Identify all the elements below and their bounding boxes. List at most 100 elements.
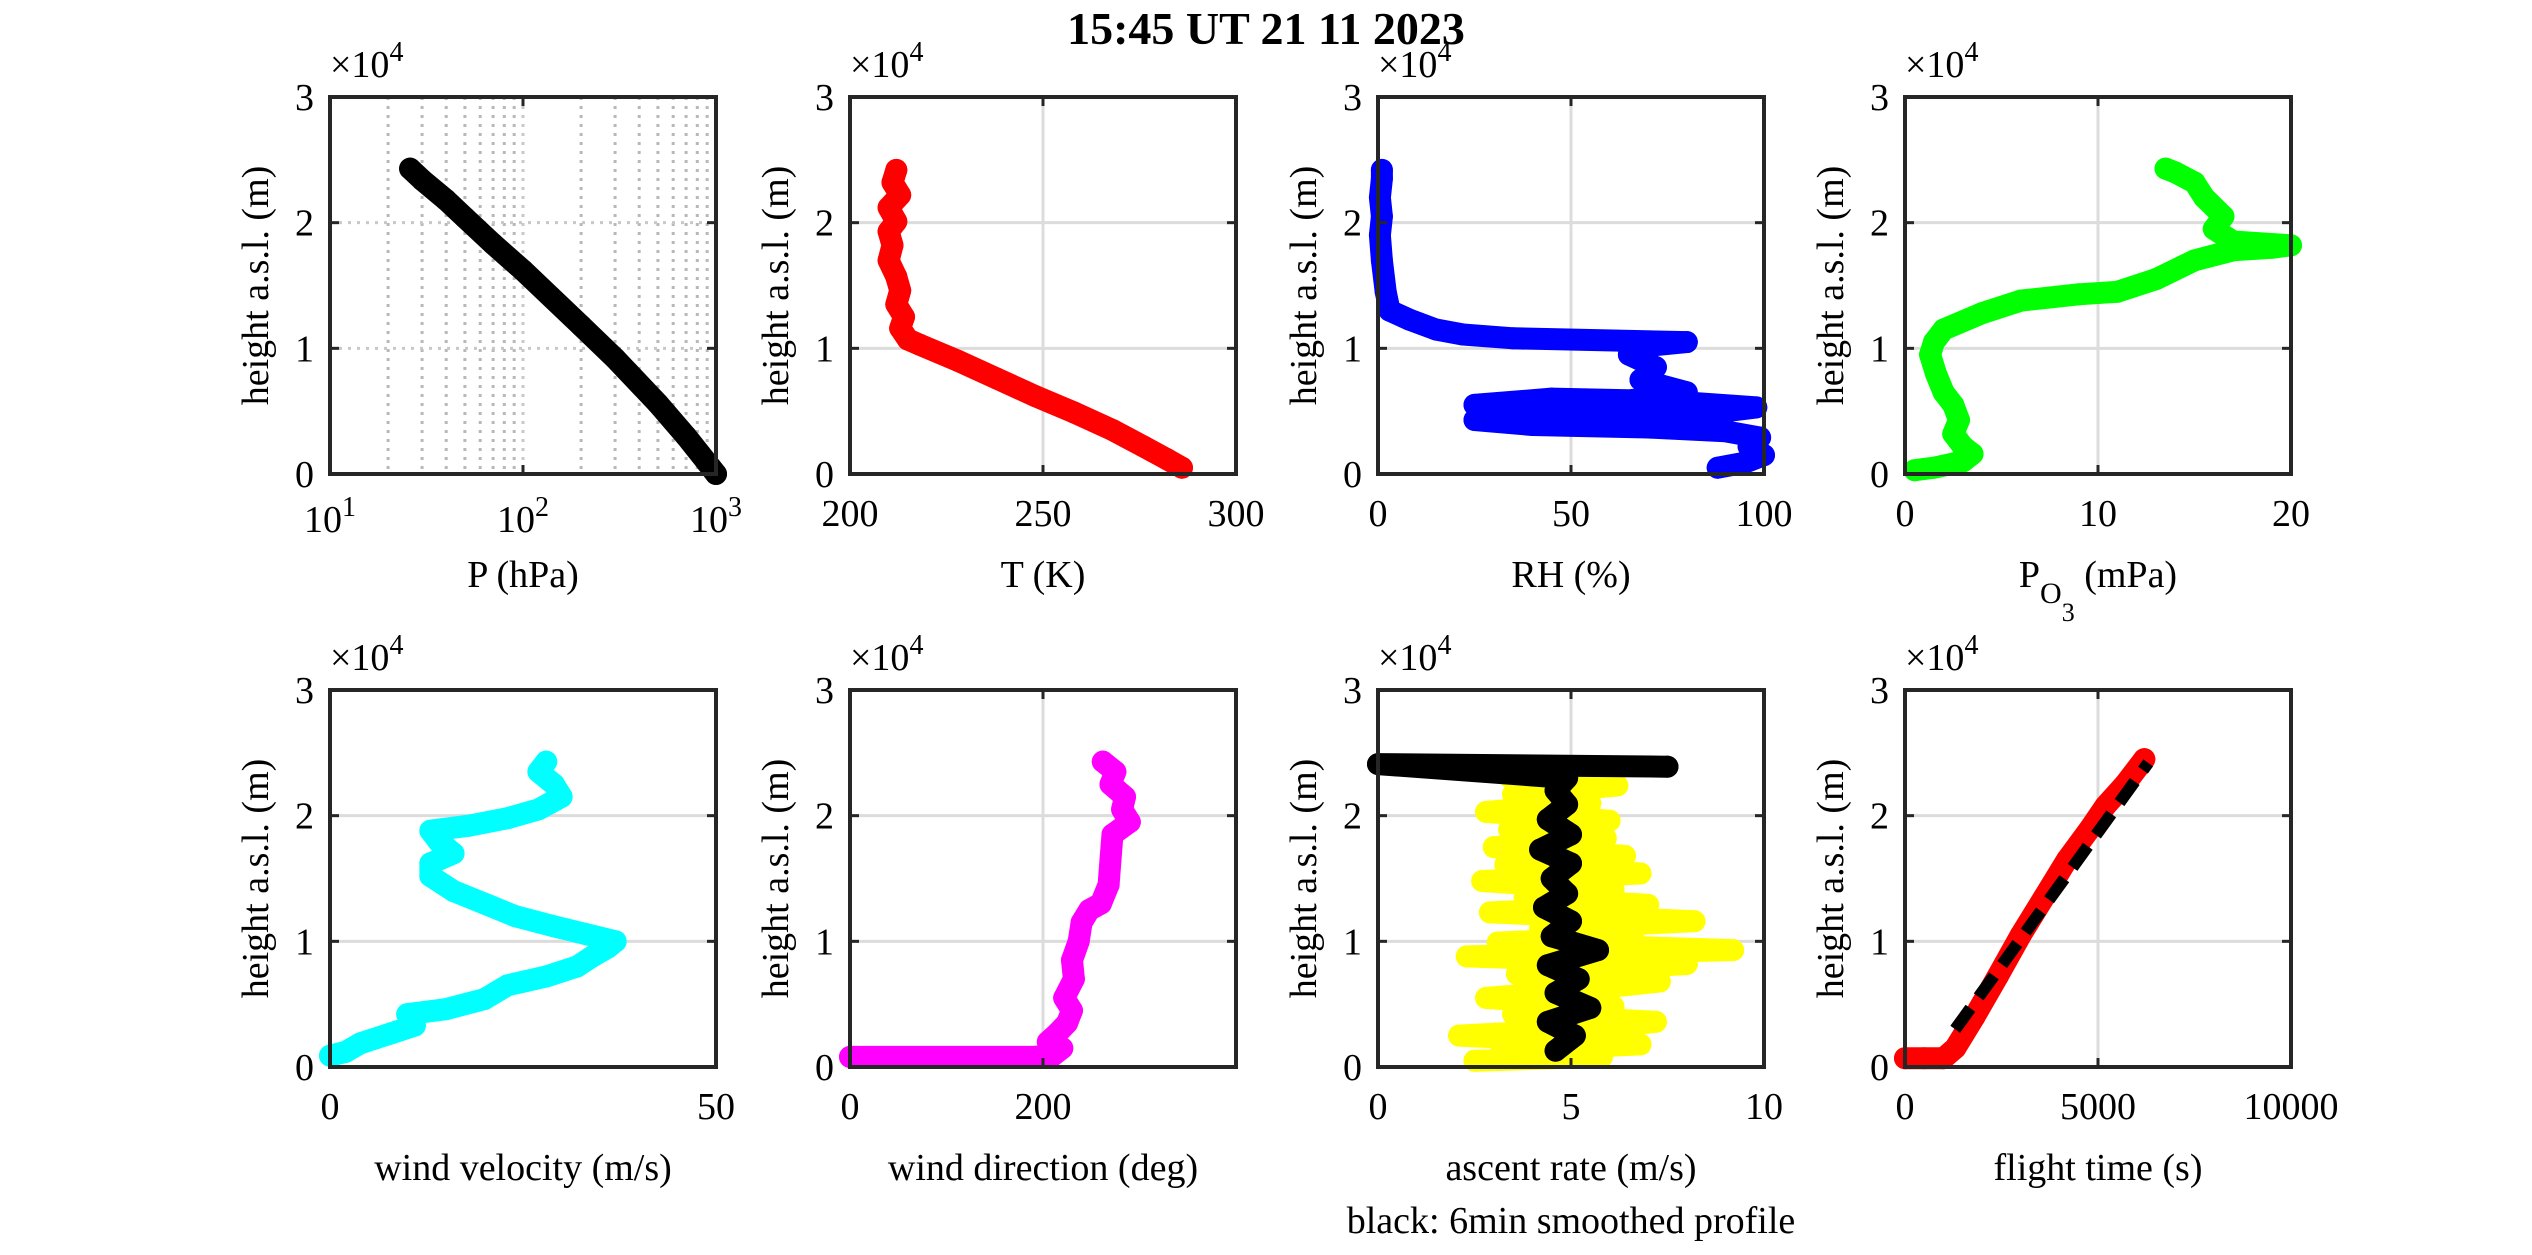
x-tick-label: 10: [2079, 493, 2117, 535]
y-exponent-label: ×104: [1378, 37, 1451, 86]
y-axis-label: height a.s.l. (m): [235, 166, 277, 406]
data-point: [2212, 205, 2235, 228]
data-point: [1656, 390, 1679, 413]
x-tick-label: 50: [697, 1086, 735, 1128]
xlabel-subsub: 3: [2062, 598, 2075, 627]
data-point: [396, 1003, 419, 1026]
data-point: [2094, 794, 2117, 817]
data-point: [1590, 1045, 1613, 1068]
x-tick-label: 0: [1369, 493, 1388, 535]
data-point: [1714, 420, 1737, 443]
data-point: [1675, 331, 1698, 354]
data-point: [1424, 318, 1447, 341]
data-point: [535, 965, 558, 988]
exponent-base: ×10: [1905, 44, 1964, 86]
exponent-power: 4: [1964, 630, 1978, 661]
exponent-base: ×10: [330, 637, 389, 679]
data-point: [2154, 157, 2177, 180]
data-point: [1532, 896, 1555, 919]
data-point: [1475, 800, 1498, 823]
y-tick-label: 0: [815, 1047, 834, 1089]
x-tick-label: 0: [321, 1086, 340, 1128]
tick-base: 10: [304, 499, 342, 541]
y-tick-label: 2: [815, 796, 834, 838]
data-point: [1536, 808, 1559, 831]
data-point: [1490, 1039, 1513, 1062]
xlabel-sub: O: [2040, 577, 2062, 610]
series-line: [319, 750, 627, 1067]
data-point: [1944, 1037, 1967, 1060]
x-axis-label: RH (%): [1511, 554, 1630, 596]
x-tick-label: 10000: [2244, 1086, 2339, 1128]
data-point: [1579, 996, 1602, 1019]
y-tick-label: 3: [295, 670, 314, 712]
data-point: [453, 206, 476, 229]
data-point: [1556, 766, 1579, 789]
y-axis-label: height a.s.l. (m): [1283, 759, 1325, 999]
data-point: [1097, 873, 1120, 896]
y-exponent-label: ×104: [850, 37, 923, 86]
data-point: [885, 158, 908, 181]
x-tick-label: 5: [1562, 1086, 1581, 1128]
y-tick-label: 1: [815, 328, 834, 370]
tick-base: 10: [690, 499, 728, 541]
data-point: [1932, 381, 1955, 404]
data-point: [1722, 939, 1745, 962]
data-point: [1971, 302, 1994, 325]
y-tick-label: 0: [1870, 1047, 1889, 1089]
data-point: [527, 798, 550, 821]
data-point: [1478, 901, 1501, 924]
plot-relative-humidity: 0 50 100 0 1 2 3 ×104 RH (%) height a.s.l. (m): [1283, 37, 1793, 596]
data-point: [349, 1032, 372, 1055]
data-point: [1155, 447, 1178, 470]
data-point: [1062, 401, 1085, 424]
data-point: [1563, 1024, 1586, 1047]
data-point: [1637, 416, 1660, 439]
data-point: [457, 814, 480, 837]
data-point: [504, 905, 527, 928]
exponent-power: 4: [389, 37, 403, 68]
data-point: [935, 1045, 958, 1068]
data-point: [1099, 848, 1122, 871]
tick-exponent: 1: [342, 492, 356, 523]
series-line: [877, 158, 1193, 479]
y-axis-label: height a.s.l. (m): [1283, 166, 1325, 406]
y-exponent-label: ×104: [330, 37, 403, 86]
data-point: [1560, 823, 1582, 846]
data-point: [1594, 827, 1617, 850]
y-axis-label: height a.s.l. (m): [235, 759, 277, 999]
data-point: [399, 157, 422, 180]
data-point: [1579, 792, 1602, 815]
data-point: [1502, 1003, 1525, 1026]
data-point: [604, 930, 627, 953]
y-tick-label: 1: [1870, 328, 1889, 370]
y-tick-label: 2: [1870, 203, 1889, 245]
exponent-power: 4: [1437, 37, 1451, 68]
y-axis-label: height a.s.l. (m): [1810, 759, 1852, 999]
data-point: [1494, 853, 1517, 876]
data-point: [1621, 925, 1644, 948]
x-tick-label: 5000: [2060, 1086, 2136, 1128]
exponent-base: ×10: [1378, 637, 1437, 679]
data-point: [1482, 836, 1505, 859]
data-point: [1695, 402, 1718, 425]
y-tick-label: 3: [295, 77, 314, 119]
data-point: [2183, 249, 2206, 272]
data-point: [2106, 280, 2129, 303]
data-point: [1370, 158, 1393, 181]
data-point: [1455, 945, 1478, 968]
tick-exponent: 2: [535, 492, 549, 523]
y-tick-label: 0: [295, 1047, 314, 1089]
plot-flight-time: 0 5000 10000 0 1 2 3 ×104 flight time (s) height …: [1810, 630, 2339, 1189]
series-line: [1903, 157, 2302, 482]
data-point: [1132, 435, 1155, 458]
x-tick-label: 0: [841, 1086, 860, 1128]
y-tick-label: 3: [1343, 77, 1362, 119]
y-tick-label: 1: [815, 921, 834, 963]
xlabel-main: P: [2019, 554, 2040, 596]
data-point: [1505, 963, 1528, 986]
xlabel-unit: (mPa): [2075, 554, 2177, 596]
x-axis-label: flight time (s): [1994, 1147, 2203, 1189]
